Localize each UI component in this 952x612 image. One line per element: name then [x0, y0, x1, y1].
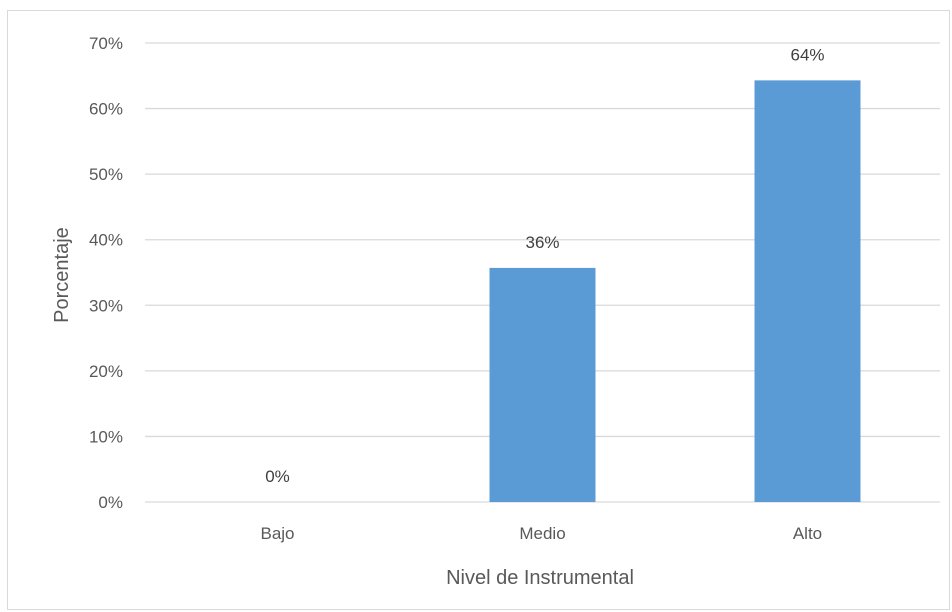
data-label: 36%: [525, 233, 559, 252]
x-axis-categories: Bajo Medio Alto: [260, 524, 822, 543]
y-tick-label: 10%: [89, 427, 123, 446]
y-tick-label: 30%: [89, 296, 123, 315]
bars: [489, 80, 861, 502]
y-axis-ticks: 0% 10% 20% 30% 40% 50% 60% 70%: [89, 34, 123, 512]
x-axis-title: Nivel de Instrumental: [446, 567, 634, 589]
data-label: 0%: [265, 467, 290, 486]
y-tick-label: 20%: [89, 362, 123, 381]
x-category-label: Alto: [793, 524, 822, 543]
x-category-label: Bajo: [260, 524, 294, 543]
data-label: 64%: [790, 45, 824, 64]
y-tick-label: 70%: [89, 34, 123, 53]
x-category-label: Medio: [519, 524, 565, 543]
y-tick-label: 50%: [89, 165, 123, 184]
data-labels: 0% 36% 64%: [265, 45, 824, 486]
y-tick-label: 0%: [98, 493, 123, 512]
y-axis-title: Porcentaje: [51, 227, 73, 323]
bar-medio: [489, 267, 596, 502]
y-tick-label: 60%: [89, 100, 123, 119]
y-tick-label: 40%: [89, 231, 123, 250]
bar-alto: [754, 80, 861, 502]
